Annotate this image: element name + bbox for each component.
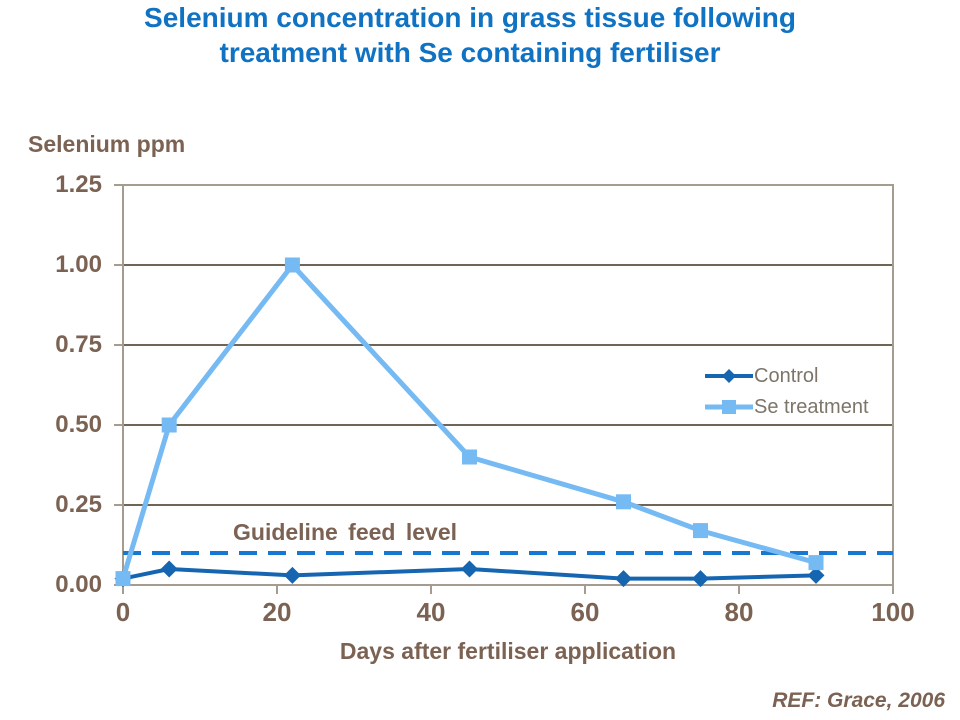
guideline-feed-level-label: Guideline feed level xyxy=(233,519,458,545)
se-treatment-series-marker-icon xyxy=(705,400,753,414)
marker-square xyxy=(115,571,131,587)
marker-diamond xyxy=(160,560,178,578)
legend-item-se-treatment: Se treatment xyxy=(704,394,869,420)
marker-diamond xyxy=(692,570,709,588)
chart-title-line1: Selenium concentration in grass tissue f… xyxy=(144,2,796,33)
y-tick-label: 0.50 xyxy=(55,411,102,438)
legend-label-control: Control xyxy=(754,365,819,387)
marker-diamond xyxy=(283,566,301,584)
marker-square xyxy=(462,449,477,465)
x-tick-label: 40 xyxy=(416,597,446,627)
x-tick-label: 100 xyxy=(871,597,915,627)
chart-title: Selenium concentration in grass tissue f… xyxy=(0,0,940,70)
control-series-marker-icon xyxy=(705,369,753,383)
y-tick-label: 1.25 xyxy=(55,171,102,198)
plot-border xyxy=(122,184,894,586)
y-tick-label: 1.00 xyxy=(55,251,102,278)
marker-diamond xyxy=(615,570,632,588)
marker-square xyxy=(284,257,300,273)
reference-citation: REF: Grace, 2006 xyxy=(772,689,945,712)
x-tick-label: 80 xyxy=(724,597,754,627)
legend-item-control: Control xyxy=(704,363,869,389)
x-tick-label: 0 xyxy=(115,597,131,627)
marker-square xyxy=(808,555,824,571)
x-axis-title: Days after fertiliser application xyxy=(339,638,677,664)
x-tick-label: 60 xyxy=(570,597,600,627)
legend: Control Se treatment xyxy=(704,363,869,425)
x-tick-label: 20 xyxy=(262,597,292,627)
y-tick-label: 0.00 xyxy=(55,571,102,598)
legend-label-se-treatment: Se treatment xyxy=(754,396,869,418)
marker-square xyxy=(616,494,631,510)
marker-square xyxy=(693,523,708,539)
marker-square xyxy=(161,417,177,433)
y-tick-label: 0.75 xyxy=(55,331,102,358)
chart-title-line2: treatment with Se containing fertiliser xyxy=(219,37,721,68)
y-axis-title: Selenium ppm xyxy=(28,131,186,157)
marker-diamond xyxy=(461,560,478,578)
marker-diamond xyxy=(807,566,825,584)
y-tick-label: 0.25 xyxy=(55,491,102,518)
